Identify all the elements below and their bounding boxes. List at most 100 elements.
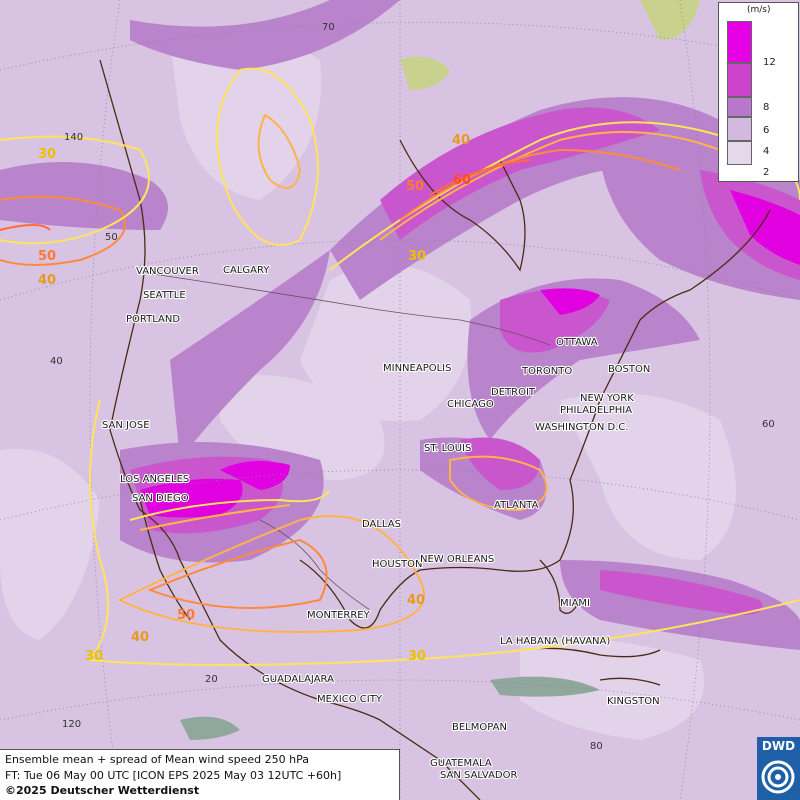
grid-label-80: 80 xyxy=(590,741,603,752)
city-label: SAN SALVADOR xyxy=(440,770,517,781)
logo-text: DWD xyxy=(761,739,796,753)
city-label-halo: DETROIT xyxy=(491,387,536,398)
city-label: HOUSTON xyxy=(372,559,423,570)
contour-label-40b: 40 xyxy=(452,133,470,148)
city-label-halo: MINNEAPOLIS xyxy=(383,363,451,374)
forecast-time: FT: Tue 06 May 00 UTC [ICON EPS 2025 May… xyxy=(5,768,342,782)
city-label-halo: PORTLAND xyxy=(126,314,180,325)
legend-swatch-8 xyxy=(727,63,752,97)
city-label-halo: ATLANTA xyxy=(494,500,539,511)
city-label-halo: TORONTO xyxy=(521,366,572,377)
city-label-halo: WASHINGTON D.C. xyxy=(535,422,629,433)
city-label-halo: SAN JOSE xyxy=(102,420,150,431)
city-label: PHILADELPHIA xyxy=(560,405,632,416)
info-box: Ensemble mean + spread of Mean wind spee… xyxy=(0,749,400,800)
contour-label-30b: 30 xyxy=(408,249,426,264)
city-label: MINNEAPOLIS xyxy=(383,363,451,374)
city-label-halo: VANCOUVER xyxy=(136,266,199,277)
spread-shading xyxy=(0,0,800,740)
legend-swatch-6 xyxy=(727,97,752,117)
city-label-halo: SAN DIEGO xyxy=(132,493,189,504)
city-label: BOSTON xyxy=(608,364,650,375)
city-label-halo: CHICAGO xyxy=(447,399,494,410)
grid-label-40: 40 xyxy=(50,356,63,367)
city-label-halo: NEW YORK xyxy=(580,393,634,404)
contour-label-50b: 50 xyxy=(406,179,424,194)
grid-label-60: 60 xyxy=(762,419,775,430)
city-label-halo: BELMOPAN xyxy=(452,722,507,733)
city-label: MONTERREY xyxy=(307,610,371,621)
city-label: DALLAS xyxy=(362,519,401,530)
legend-value-2: 2 xyxy=(763,167,770,178)
city-label-halo: KINGSTON xyxy=(607,696,660,707)
city-label-halo: MONTERREY xyxy=(307,610,371,621)
legend-value-12: 12 xyxy=(763,57,776,68)
grid-label-50: 50 xyxy=(105,232,118,243)
legend-swatch-2 xyxy=(727,141,752,165)
city-label: VANCOUVER xyxy=(136,266,199,277)
city-label-halo: MEXICO CITY xyxy=(317,694,383,705)
city-label-halo: HOUSTON xyxy=(372,559,423,570)
color-legend: (m/s) 12 8 6 4 2 xyxy=(718,2,799,182)
contour-label-50c: 50 xyxy=(177,608,195,623)
contour-label-40a: 40 xyxy=(38,273,56,288)
swirl-icon xyxy=(761,760,795,794)
legend-swatch-12 xyxy=(727,21,752,63)
contour-label-30d: 30 xyxy=(408,649,426,664)
city-label-halo: DALLAS xyxy=(362,519,401,530)
city-label: NEW YORK xyxy=(580,393,634,404)
legend-value-8: 8 xyxy=(763,102,770,113)
city-label-halo: CALGARY xyxy=(223,265,270,276)
city-label-halo: GUADALAJARA xyxy=(262,674,334,685)
city-label-halo: OTTAWA xyxy=(556,337,598,348)
grid-label-140: 140 xyxy=(64,132,83,143)
city-label-halo: LA HABANA (HAVANA) xyxy=(500,636,610,647)
city-label: GUATEMALA xyxy=(430,758,492,769)
city-label: OTTAWA xyxy=(556,337,598,348)
city-label: CHICAGO xyxy=(447,399,494,410)
city-label: BELMOPAN xyxy=(452,722,507,733)
city-label-halo: MIAMI xyxy=(560,598,590,609)
city-label: SAN DIEGO xyxy=(132,493,189,504)
city-label: ST. LOUIS xyxy=(424,443,471,454)
borders xyxy=(139,271,551,611)
grid-label-70: 70 xyxy=(322,22,335,33)
city-label: MIAMI xyxy=(560,598,590,609)
city-label-halo: BOSTON xyxy=(608,364,650,375)
terrain-patches xyxy=(180,0,700,740)
city-label: SAN JOSE xyxy=(102,420,150,431)
city-label: KINGSTON xyxy=(607,696,660,707)
legend-swatch-4 xyxy=(727,117,752,141)
grid-label-20: 20 xyxy=(205,674,218,685)
city-label: NEW ORLEANS xyxy=(420,554,494,565)
city-label-halo: NEW ORLEANS xyxy=(420,554,494,565)
product-title: Ensemble mean + spread of Mean wind spee… xyxy=(5,753,309,766)
contour-label-40c: 40 xyxy=(407,593,425,608)
grid-label-120: 120 xyxy=(62,719,81,730)
contour-labels: 30 50 40 40 50 60 30 40 50 40 30 30 xyxy=(38,133,471,664)
legend-unit: (m/s) xyxy=(747,5,771,15)
contour-label-30c: 30 xyxy=(85,649,103,664)
city-label-halo: SAN SALVADOR xyxy=(440,770,517,781)
city-label: DETROIT xyxy=(491,387,536,398)
city-label-halo: LOS ANGELES xyxy=(120,474,189,485)
city-label: CALGARY xyxy=(223,265,270,276)
contour-label-40d: 40 xyxy=(131,630,149,645)
dwd-logo: DWD xyxy=(757,737,800,800)
city-label: SEATTLE xyxy=(143,290,186,301)
contour-label-50a: 50 xyxy=(38,249,56,264)
city-label: WASHINGTON D.C. xyxy=(535,422,629,433)
city-label: PORTLAND xyxy=(126,314,180,325)
city-label: TORONTO xyxy=(521,366,572,377)
legend-value-4: 4 xyxy=(763,146,770,157)
city-label-halo: SEATTLE xyxy=(143,290,186,301)
city-label-halo: GUATEMALA xyxy=(430,758,492,769)
contour-label-30a: 30 xyxy=(38,147,56,162)
city-label: GUADALAJARA xyxy=(262,674,334,685)
city-label-halo: PHILADELPHIA xyxy=(560,405,632,416)
legend-value-6: 6 xyxy=(763,125,770,136)
